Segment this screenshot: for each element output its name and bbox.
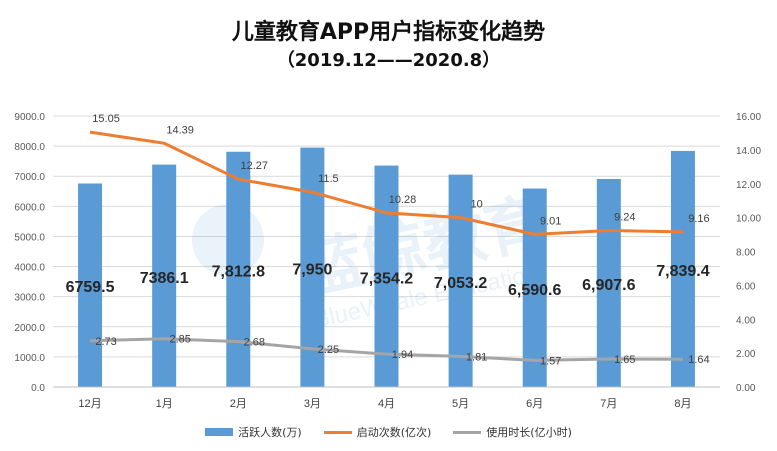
line-data-label: 14.39 [166,124,194,136]
bar-data-label: 7,812.8 [212,263,265,280]
bar-data-label: 6759.5 [66,279,115,296]
y-left-tick-label: 8000.0 [14,142,45,153]
legend-item-launch-count: 启动次数(亿次) [323,424,432,440]
line-data-label: 1.81 [466,351,487,363]
bar-data-label: 7386.1 [140,270,189,287]
line-data-label: 10.28 [389,194,417,206]
line-data-label: 2.25 [318,344,339,356]
bar [226,151,251,387]
line-data-label: 9.24 [614,211,635,223]
bar [78,183,103,387]
bar [670,150,695,387]
x-tick-label: 2月 [230,398,247,410]
bar-data-label: 7,950 [292,261,332,278]
y-right-tick-label: 14.00 [736,146,761,157]
y-right-tick-label: 0.00 [736,383,756,394]
legend-swatch-line [323,430,352,434]
chart-subtitle: （2019.12——2020.8） [276,50,501,71]
bar [522,188,547,387]
bar-series [78,147,695,387]
line-data-label: 11.5 [318,173,339,185]
x-tick-label: 12月 [78,398,101,410]
line-data-label: 1.57 [540,355,561,367]
line-data-label: 15.05 [92,113,120,125]
legend: 活跃人数(万) 启动次数(亿次) 使用时长(亿小时) [0,424,777,440]
x-tick-label: 6月 [526,398,543,410]
line-data-label: 2.85 [169,334,190,346]
y-right-tick-label: 4.00 [736,315,756,326]
bar [374,165,399,387]
line-usage-time [90,337,683,362]
bar-data-label: 6,590.6 [508,282,561,299]
chart-title: 儿童教育APP用户指标变化趋势 [231,20,546,45]
y-right-tick-label: 8.00 [736,248,756,259]
bar [152,164,177,387]
y-left-tick-label: 6000.0 [14,202,45,213]
legend-label: 使用时长(亿小时) [486,426,572,439]
data-labels: 6759.5 7386.1 7,812.8 7,950 7,354.2 7,053.2 6,… [66,113,710,367]
axes: 0.0 1000.0 2000.0 3000.0 4000.0 5000.0 6000.0 7… [14,112,761,410]
x-tick-label: 8月 [674,398,691,410]
y-left-tick-label: 9000.0 [14,112,45,123]
legend-label: 启动次数(亿次) [356,426,432,439]
y-left-tick-label: 2000.0 [14,323,45,334]
line-data-label: 9.01 [540,215,561,227]
y-right-tick-label: 10.00 [736,214,761,225]
y-right-tick-label: 12.00 [736,180,761,191]
line-data-label: 1.64 [688,354,709,366]
y-left-tick-label: 5000.0 [14,232,45,243]
bar [596,179,621,387]
line-data-label: 9.16 [688,213,709,225]
y-left-tick-label: 7000.0 [14,172,45,183]
line-series [89,130,683,362]
line-launch-count [89,130,683,236]
bar-data-label: 7,839.4 [656,263,709,280]
x-tick-label: 3月 [304,398,321,410]
legend-item-active-users: 活跃人数(万) [205,424,302,440]
bar-data-label: 7,354.2 [360,270,413,287]
bar [448,174,473,387]
y-left-tick-label: 4000.0 [14,263,45,274]
x-tick-label: 4月 [378,398,395,410]
line-data-label: 1.94 [392,349,413,361]
y-right-tick-label: 16.00 [736,112,761,123]
y-right-tick-label: 2.00 [736,349,756,360]
legend-swatch-bar [205,428,234,436]
x-tick-label: 5月 [452,398,469,410]
y-right-tick-label: 6.00 [736,281,756,292]
bar-data-label: 7,053.2 [434,275,487,292]
x-tick-label: 7月 [600,398,617,410]
line-data-label: 10 [470,199,482,211]
y-left-tick-label: 3000.0 [14,293,45,304]
line-data-label: 2.68 [244,337,265,349]
line-data-label: 1.65 [614,354,635,366]
x-tick-label: 1月 [156,398,173,410]
y-left-tick-label: 0.0 [31,383,45,394]
bar-data-label: 6,907.6 [582,277,635,294]
line-data-label: 12.27 [241,160,269,172]
legend-label: 活跃人数(万) [238,426,302,439]
legend-item-usage-time: 使用时长(亿小时) [453,424,572,440]
y-left-tick-label: 1000.0 [14,353,45,364]
legend-swatch-line [453,430,482,434]
line-data-label: 2.73 [95,336,116,348]
